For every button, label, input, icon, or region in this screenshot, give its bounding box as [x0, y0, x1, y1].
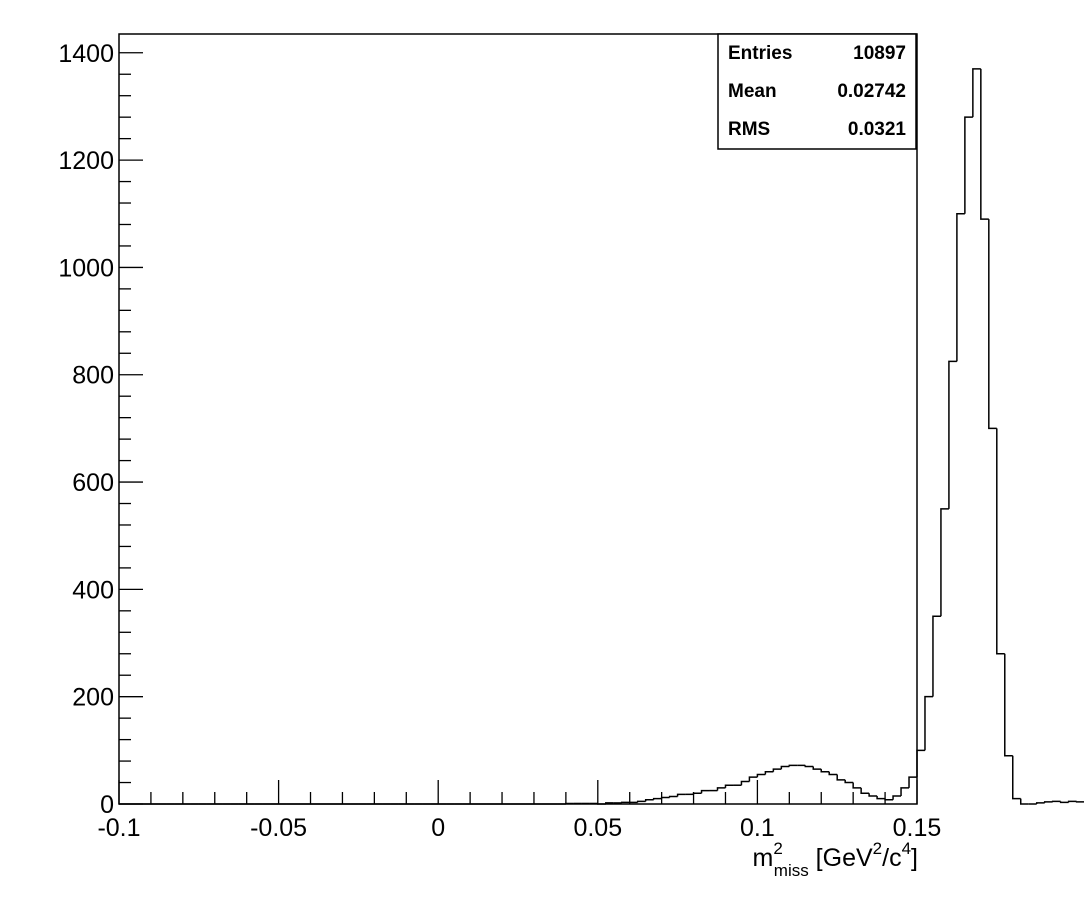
histogram-bin — [892, 795, 902, 800]
histogram-bin — [772, 768, 782, 772]
y-tick-label: 0 — [100, 791, 114, 819]
histogram-bin — [980, 68, 989, 220]
histogram-bin — [844, 779, 854, 784]
stats-mean-label: Mean — [728, 81, 777, 102]
histogram-bin — [964, 116, 973, 214]
x-axis-title-unit-mid: /c — [882, 844, 901, 872]
histogram-bin — [988, 219, 997, 430]
histogram-bin — [1004, 653, 1013, 757]
histogram-bin — [948, 360, 957, 509]
y-tick-label: 400 — [72, 576, 114, 604]
histogram-bin — [716, 787, 726, 791]
y-tick-label: 800 — [72, 362, 114, 390]
x-axis-title-subscript: miss — [774, 861, 809, 880]
histogram-bin — [756, 773, 766, 778]
histogram-bin — [932, 615, 941, 697]
histogram-bin — [996, 428, 1005, 655]
stats-box-border — [717, 33, 917, 150]
histogram-bin — [676, 793, 686, 797]
y-tick-label: 600 — [72, 469, 114, 497]
histogram-bin — [1019, 798, 1029, 805]
x-axis-title-unit-sup1: 2 — [873, 839, 882, 858]
histogram-bin — [748, 776, 758, 782]
histogram-bin — [636, 800, 646, 803]
histogram-bin — [820, 769, 830, 773]
stats-entries-value: 10897 — [853, 43, 906, 64]
x-axis-title-unit-sup2: 4 — [902, 839, 911, 858]
x-tick-label: 0.1 — [740, 814, 775, 842]
histogram-bin — [916, 749, 925, 778]
x-axis-ticks — [118, 780, 918, 804]
histogram-bin — [868, 793, 878, 797]
stats-rms-value: 0.0321 — [848, 119, 907, 140]
x-axis-title-superscript: 2 — [773, 839, 782, 858]
histogram-bin — [900, 787, 910, 796]
stats-box: Entries 10897 Mean 0.02742 RMS 0.0321 — [717, 33, 917, 150]
histogram-bin — [876, 795, 886, 800]
histogram-bin — [740, 780, 750, 786]
y-tick-label: 1200 — [58, 147, 114, 175]
histogram-bin — [1035, 802, 1045, 804]
x-axis-tick-labels: -0.1 -0.05 0 0.05 0.1 0.15 — [97, 814, 941, 842]
histogram-bin — [764, 771, 774, 775]
histogram-bin — [724, 784, 734, 788]
histogram-series — [119, 68, 1084, 805]
histogram-bin — [956, 213, 965, 362]
histogram-bin — [1043, 801, 1053, 803]
histogram-bin — [597, 803, 606, 805]
histogram-bin — [908, 776, 917, 788]
x-axis-title: m2 miss [GeV2/c4] — [752, 839, 918, 880]
x-tick-label: -0.1 — [97, 814, 140, 842]
histogram-bin — [812, 766, 822, 770]
histogram-bin — [1067, 800, 1077, 803]
y-tick-label: 1000 — [58, 254, 114, 282]
x-axis-title-unit-prefix: [GeV — [809, 844, 873, 872]
histogram-bin — [652, 797, 662, 800]
x-axis-title-unit-suffix: ] — [911, 844, 918, 872]
histogram-bin — [780, 765, 790, 770]
x-tick-label: -0.05 — [250, 814, 307, 842]
histogram-bin — [605, 802, 614, 804]
histogram-bin — [924, 695, 933, 751]
x-tick-label: 0.15 — [893, 814, 942, 842]
x-axis-title-base: m — [752, 844, 773, 872]
y-tick-label: 200 — [72, 684, 114, 712]
y-tick-label: 1400 — [58, 40, 114, 68]
y-axis-ticks — [119, 52, 143, 805]
histogram-bin — [1012, 755, 1021, 800]
histogram-bin — [620, 801, 630, 804]
histogram-bin — [1051, 800, 1061, 803]
stats-entries-label: Entries — [728, 43, 792, 64]
histogram-bin — [804, 765, 814, 768]
x-tick-label: 0.05 — [573, 814, 622, 842]
histogram-bin — [940, 508, 949, 617]
histogram-bin — [788, 764, 798, 767]
histogram-bin — [1075, 801, 1084, 803]
stats-mean-value: 0.02742 — [837, 81, 906, 102]
y-axis-tick-labels: 0 200 400 600 800 1000 1200 1400 — [58, 40, 114, 819]
histogram-bin — [828, 771, 838, 776]
histogram-bin — [565, 802, 574, 805]
histogram-bin — [1059, 801, 1069, 804]
histogram-bin — [644, 798, 654, 802]
histogram-bin — [972, 68, 981, 118]
histogram-bin — [700, 789, 710, 794]
histogram-bin — [668, 795, 678, 798]
stats-rms-label: RMS — [728, 119, 770, 140]
histogram-bin — [860, 787, 870, 795]
histogram-bin — [852, 782, 862, 789]
histogram-bin — [836, 774, 846, 781]
x-tick-label: 0 — [431, 814, 445, 842]
